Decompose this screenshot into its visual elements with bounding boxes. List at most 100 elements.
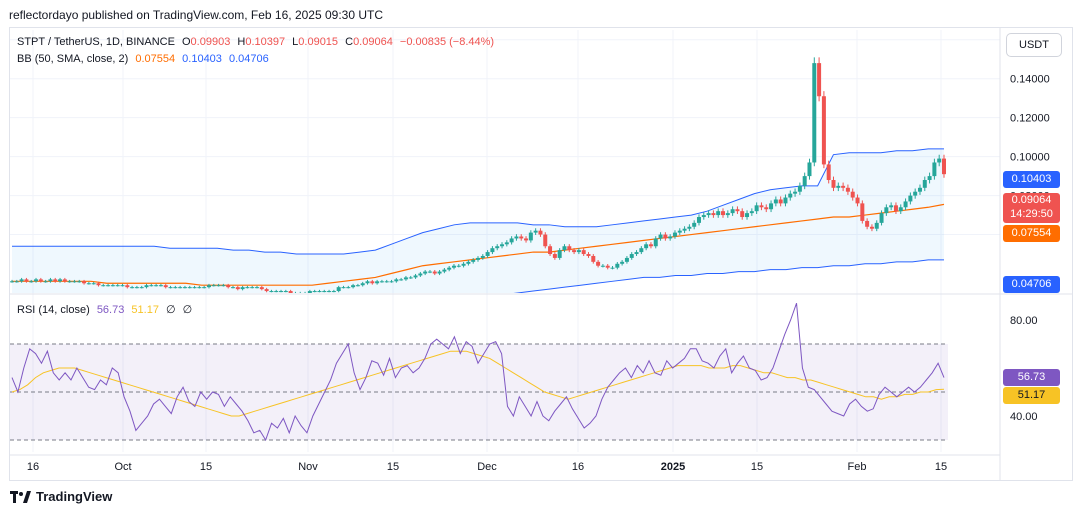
candle-body bbox=[884, 207, 889, 214]
candle-body bbox=[524, 238, 529, 241]
time-axis-label: 15 bbox=[200, 461, 212, 473]
candle-body bbox=[836, 185, 841, 188]
candle-body bbox=[692, 222, 697, 227]
bb-legend[interactable]: BB (50, SMA, close, 2) 0.07554 0.10403 0… bbox=[17, 53, 273, 65]
candle-body bbox=[158, 285, 163, 287]
candle-body bbox=[730, 209, 735, 214]
candle-body bbox=[447, 267, 452, 270]
candle-body bbox=[34, 279, 39, 282]
candle-body bbox=[514, 236, 519, 239]
rsi-line bbox=[11, 303, 945, 442]
candle-body bbox=[797, 185, 802, 192]
candle-body bbox=[24, 279, 29, 282]
high-value: 0.10397 bbox=[245, 36, 286, 48]
bb-basis-value: 0.07554 bbox=[135, 53, 176, 65]
candle-body bbox=[725, 213, 730, 216]
candle-body bbox=[500, 244, 505, 247]
currency-selector[interactable]: USDT bbox=[1006, 33, 1062, 57]
time-axis-label: 2025 bbox=[661, 461, 685, 473]
bb-title[interactable]: BB (50, SMA, close, 2) bbox=[17, 53, 129, 65]
candle-body bbox=[38, 279, 43, 282]
main-plot-group bbox=[10, 57, 946, 293]
change-value: −0.00835 (−8.44%) bbox=[399, 36, 495, 48]
candle-body bbox=[874, 222, 879, 229]
time-axis-label: Feb bbox=[848, 461, 867, 473]
candle-body bbox=[19, 279, 24, 282]
time-axis-label: 16 bbox=[27, 461, 39, 473]
candle-body bbox=[591, 255, 596, 262]
symbol-title[interactable]: STPT / TetherUS, 1D, BINANCE bbox=[17, 36, 175, 48]
candle-body bbox=[86, 283, 91, 285]
candle-body bbox=[615, 263, 620, 268]
candle-body bbox=[802, 176, 807, 186]
candle-body bbox=[173, 287, 178, 289]
candle-body bbox=[250, 287, 255, 289]
time-axis-label: 15 bbox=[751, 461, 763, 473]
candle-body bbox=[77, 281, 82, 283]
candle-body bbox=[264, 289, 269, 292]
candle-body bbox=[115, 285, 120, 287]
candle-body bbox=[567, 246, 572, 251]
rsi-legend[interactable]: RSI (14, close) 56.73 51.17 ∅ ∅ bbox=[17, 303, 196, 316]
time-axis-label: Oct bbox=[114, 461, 131, 473]
bb-upper-badge: 0.10403 bbox=[1003, 171, 1060, 188]
candle-body bbox=[91, 283, 96, 285]
candle-body bbox=[932, 162, 937, 177]
candle-body bbox=[778, 199, 783, 204]
candle-body bbox=[821, 96, 826, 165]
candle-body bbox=[937, 158, 942, 163]
price-axis-label: 0.14000 bbox=[1010, 74, 1050, 86]
candle-body bbox=[437, 271, 442, 274]
candle-body bbox=[288, 291, 293, 293]
candle-body bbox=[427, 271, 432, 273]
candle-body bbox=[893, 205, 898, 212]
candle-body bbox=[716, 211, 721, 216]
candle-body bbox=[149, 285, 154, 287]
candle-body bbox=[322, 291, 327, 293]
bb-band-fill bbox=[12, 148, 944, 293]
candle-body bbox=[721, 211, 726, 216]
candle-body bbox=[384, 281, 389, 283]
candle-body bbox=[259, 287, 264, 290]
time-axis-label: Nov bbox=[298, 461, 318, 473]
candle-body bbox=[211, 285, 216, 287]
candle-body bbox=[879, 213, 884, 223]
candle-body bbox=[668, 236, 673, 239]
candle-body bbox=[202, 287, 207, 289]
candle-body bbox=[476, 257, 480, 260]
candle-body bbox=[365, 281, 370, 284]
candle-body bbox=[769, 203, 774, 210]
candle-body bbox=[466, 261, 471, 264]
low-label: L bbox=[292, 36, 299, 48]
candle-body bbox=[562, 246, 567, 251]
candle-body bbox=[629, 254, 634, 258]
candle-body bbox=[240, 287, 245, 290]
candle-body bbox=[793, 191, 798, 194]
candle-body bbox=[480, 255, 485, 258]
candle-body bbox=[509, 238, 514, 243]
candle-body bbox=[576, 250, 581, 253]
candle-body bbox=[548, 246, 553, 255]
candle-body bbox=[519, 236, 524, 239]
symbol-legend[interactable]: STPT / TetherUS, 1D, BINANCE O0.09903 H0… bbox=[17, 36, 498, 48]
close-label: C bbox=[345, 36, 354, 48]
candle-body bbox=[855, 197, 860, 204]
candle-body bbox=[807, 162, 812, 177]
candle-body bbox=[53, 279, 58, 282]
candle-body bbox=[139, 287, 144, 289]
candle-body bbox=[701, 215, 706, 218]
candle-body bbox=[331, 291, 336, 293]
candle-body bbox=[927, 176, 932, 181]
tradingview-logo[interactable]: TradingView bbox=[10, 489, 112, 504]
candle-body bbox=[620, 261, 625, 264]
candle-body bbox=[845, 187, 850, 192]
candle-body bbox=[399, 279, 404, 281]
bb-upper-line bbox=[12, 148, 944, 255]
candle-body bbox=[197, 287, 202, 289]
candle-body bbox=[471, 259, 476, 262]
candle-body bbox=[206, 285, 211, 288]
candle-body bbox=[346, 287, 351, 289]
candle-body bbox=[600, 265, 605, 267]
rsi-title[interactable]: RSI (14, close) bbox=[17, 304, 90, 316]
